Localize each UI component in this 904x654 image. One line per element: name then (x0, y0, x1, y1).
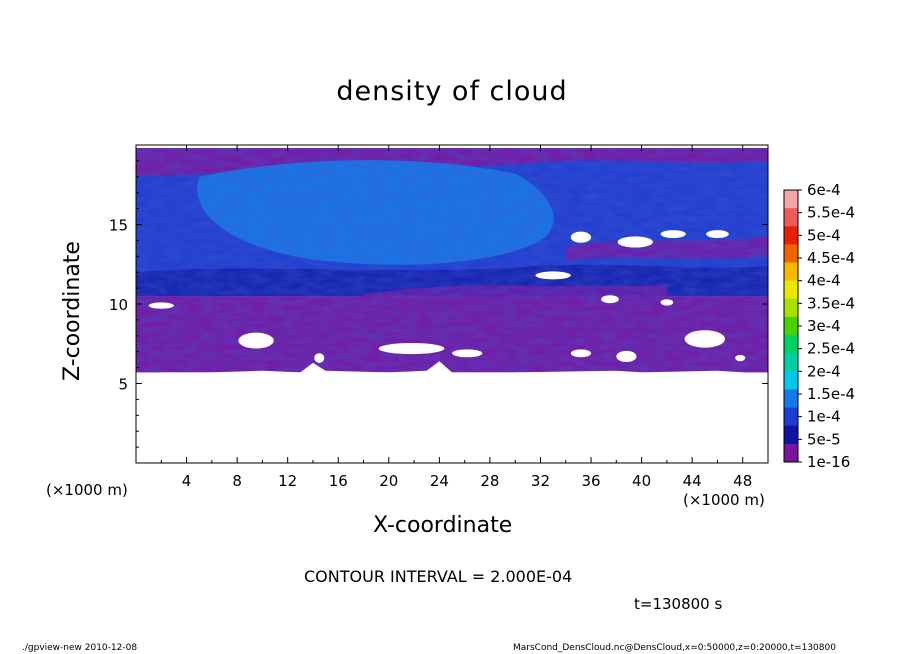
colorbar: 6e-4 5.5e-4 5e-4 4.5e-4 4e-4 3.5e-4 3e-4 2.5e-4… (783, 181, 855, 471)
density-field (136, 145, 768, 463)
y-tick-label: 15 (109, 217, 128, 235)
no-cloud-patch (535, 271, 571, 280)
colorbar-label: 1.5e-4 (807, 385, 855, 403)
colorbar-label: 1e-16 (807, 453, 850, 471)
y-tick-label: 5 (118, 376, 128, 394)
no-cloud-patch (616, 350, 637, 363)
contour-interval: CONTOUR INTERVAL = 2.000E-04 (304, 567, 573, 586)
colorbar-label: 5e-4 (807, 226, 841, 244)
no-cloud-patch (660, 230, 686, 239)
colorbar-swatch (784, 389, 798, 408)
colorbar-label: 2.5e-4 (807, 340, 855, 358)
no-cloud-patch (148, 302, 174, 309)
no-cloud-patch (452, 349, 483, 358)
no-cloud-patch (238, 332, 274, 349)
colorbar-swatch (784, 208, 798, 227)
colorbar-swatch (784, 371, 798, 390)
x-tick-label: 32 (531, 472, 550, 490)
x-tick-label: 24 (430, 472, 449, 490)
colorbar-swatch (784, 226, 798, 245)
chart-title: density of cloud (336, 76, 568, 107)
no-cloud-patch (570, 231, 592, 243)
x-tick-label: 4 (182, 472, 192, 490)
colorbar-swatch (784, 262, 798, 281)
x-tick-label: 44 (683, 472, 702, 490)
cloud-base-boundary (136, 361, 768, 463)
colorbar-swatch (784, 335, 798, 354)
x-tick-label: 8 (232, 472, 242, 490)
colorbar-swatch (784, 244, 798, 263)
colorbar-label: 4.5e-4 (807, 249, 855, 267)
colorbar-label: 2e-4 (807, 362, 841, 380)
x-tick-label: 28 (480, 472, 499, 490)
x-unit-right: (×1000 m) (683, 491, 765, 509)
footer-left: ./gpview-new 2010-12-08 (22, 643, 138, 653)
colorbar-swatch (784, 443, 798, 463)
colorbar-swatch (784, 407, 798, 427)
colorbar-swatch (784, 425, 798, 445)
y-axis-label: Z-coordinate (60, 241, 85, 381)
colorbar-label: 6e-4 (807, 181, 841, 199)
colorbar-swatch (784, 316, 798, 336)
x-tick-label: 36 (581, 472, 600, 490)
x-tick-label: 48 (733, 472, 752, 490)
colorbar-swatch (784, 190, 798, 209)
colorbar-label: 3e-4 (807, 317, 841, 335)
x-tick-label: 20 (379, 472, 398, 490)
no-cloud-patch (617, 236, 653, 248)
footer-right: MarsCond_DensCloud.nc@DensCloud,x=0:5000… (513, 643, 836, 653)
no-cloud-patch (570, 349, 592, 358)
y-tick-label: 10 (109, 296, 128, 314)
colorbar-swatch (784, 298, 798, 318)
colorbar-label: 1e-4 (807, 408, 841, 426)
no-cloud-patch (378, 342, 445, 355)
x-unit-left: (×1000 m) (46, 481, 128, 499)
colorbar-swatch (784, 280, 798, 300)
x-tick-label: 16 (329, 472, 348, 490)
no-cloud-patch (660, 299, 674, 306)
texture-overlay (136, 148, 768, 373)
x-axis-label: X-coordinate (373, 513, 513, 538)
no-cloud-patch (735, 354, 746, 362)
no-cloud-patch (601, 295, 619, 304)
colorbar-swatch (784, 353, 798, 372)
colorbar-label: 5e-5 (807, 430, 841, 448)
x-tick-label: 12 (278, 472, 297, 490)
no-cloud-patch (314, 353, 325, 363)
x-tick-label: 40 (632, 472, 651, 490)
colorbar-label: 5.5e-4 (807, 204, 855, 222)
no-cloud-patch (706, 230, 729, 239)
no-cloud-patch (684, 330, 726, 348)
colorbar-label: 4e-4 (807, 272, 841, 290)
colorbar-label: 3.5e-4 (807, 294, 855, 312)
time-label: t=130800 s (634, 595, 723, 613)
